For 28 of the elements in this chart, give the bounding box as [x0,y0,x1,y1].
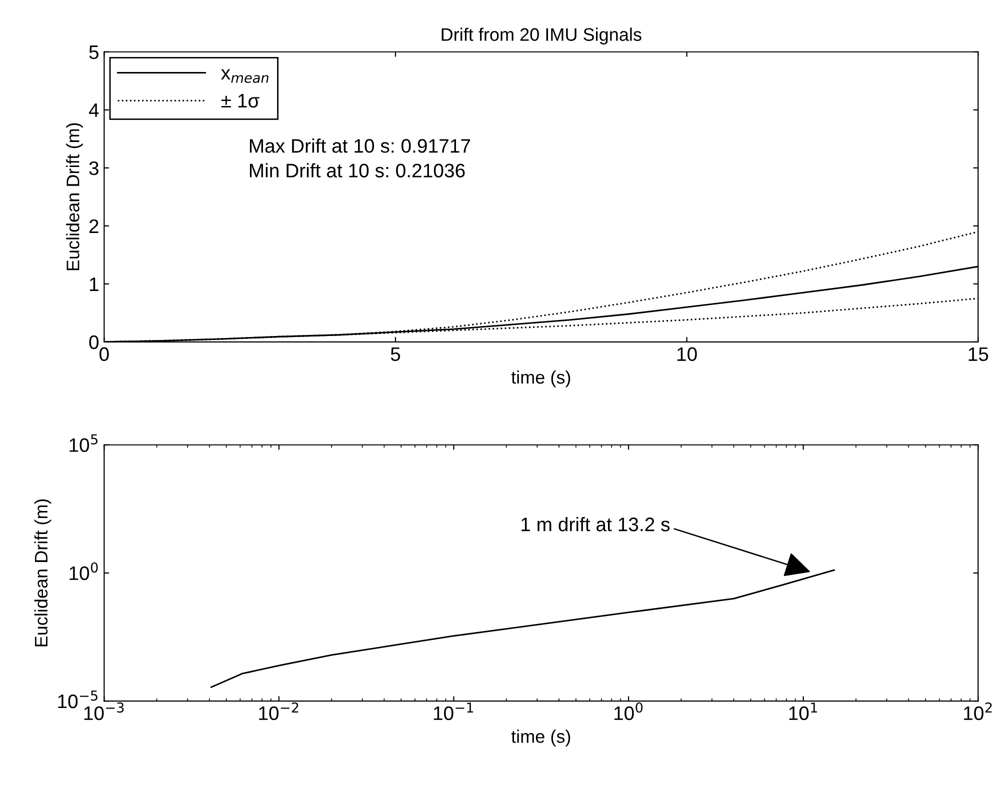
x-axis-title: time (s) [511,370,570,388]
annotation: Max Drift at 10 s: 0.91717 [250,138,470,153]
x-axis-title: time (s) [511,730,570,746]
x-tick-label: 0 [100,347,109,362]
chart-title: Drift from 20 IMU Signals [442,28,642,45]
y-tick-label: 10$^{0}$ [70,562,98,580]
legend-label: ± 1σ [221,94,260,108]
x-tick-label: 10$^{−2}$ [259,702,298,720]
y-tick-label: 10$^{5}$ [70,434,98,452]
x-tick-label: 15 [968,347,988,362]
annotation: 1 m drift at 13.2 s [522,517,670,532]
annotation: Min Drift at 10 s: 0.21036 [250,163,465,178]
y-axis-title: Euclidean Drift (m) [66,123,83,270]
y-axis-title: Euclidean Drift (m) [34,499,52,646]
y-tick-label: 0 [89,335,99,350]
x-tick-label: 10$^{1}$ [789,702,817,720]
y-tick-label: 1 [90,278,98,291]
x-tick-label: 10$^{−3}$ [84,702,124,720]
y-tick-label: 3 [89,161,98,176]
x-tick-label: 5 [390,347,400,362]
y-tick-label: 4 [88,104,99,117]
legend-label: x$_{mean}$ [221,69,268,83]
y-tick-label: 2 [89,219,98,233]
x-tick-label: 10 [677,347,697,362]
x-tick-label: 10$^{0}$ [614,702,643,720]
y-tick-label: 5 [89,46,98,60]
x-tick-label: 10$^{2}$ [964,702,992,720]
x-tick-label: 10$^{−1}$ [434,702,474,720]
